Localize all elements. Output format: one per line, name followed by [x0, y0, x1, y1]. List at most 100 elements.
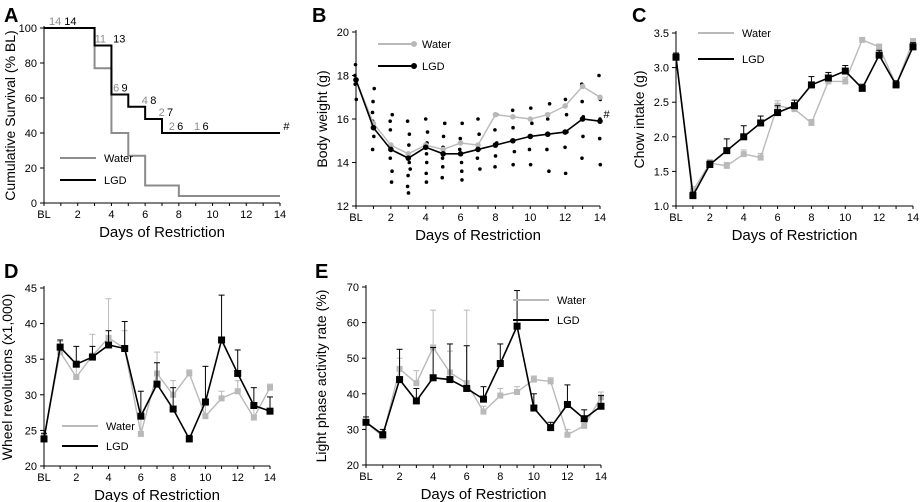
- x-tick-label: 4: [741, 212, 747, 224]
- legend-label-lgd: LGD: [742, 54, 765, 66]
- individual-point: [424, 171, 429, 176]
- individual-point: [442, 121, 447, 126]
- individual-point: [545, 147, 549, 152]
- individual-point: [493, 154, 498, 158]
- individual-point: [407, 160, 412, 165]
- y-tick-label: 20: [337, 27, 349, 39]
- annotation-label: #: [603, 109, 610, 121]
- data-point-water: [186, 370, 193, 377]
- data-point-water: [457, 140, 464, 146]
- individual-point: [528, 162, 533, 167]
- x-tick-label: 10: [524, 212, 536, 224]
- panel-label: E: [315, 261, 328, 283]
- y-tick-label: 20: [25, 461, 37, 473]
- data-point-lgd: [513, 322, 521, 330]
- x-tick-label: 14: [907, 212, 919, 224]
- data-point-lgd: [56, 343, 64, 351]
- individual-point: [563, 97, 568, 102]
- individual-point: [478, 167, 482, 171]
- individual-point: [408, 167, 412, 171]
- x-tick-label: 14: [595, 471, 607, 483]
- y-tick-label: 0: [31, 198, 37, 210]
- x-tick-label: 12: [232, 472, 244, 484]
- data-point-water: [250, 414, 257, 421]
- panel-c: C 1.0 1.5 2.0 2.5 3.0 3.5 BL 2 4 6 8 10 12 14 Days of R…: [631, 5, 919, 244]
- data-point-lgd: [689, 192, 697, 200]
- data-point-water: [405, 151, 412, 157]
- annotation-label: 7: [167, 107, 173, 119]
- individual-point: [353, 62, 358, 67]
- individual-point: [406, 173, 410, 178]
- individual-point: [440, 156, 445, 160]
- individual-point: [476, 117, 480, 121]
- y-tick-label: 14: [337, 158, 349, 170]
- legend-marker-lgd: [411, 63, 417, 69]
- data-point-lgd: [580, 415, 588, 423]
- data-point-water: [137, 430, 144, 437]
- x-tick-label: 4: [430, 471, 436, 483]
- data-point-lgd: [892, 81, 900, 89]
- data-point-lgd: [544, 131, 551, 138]
- individual-point: [440, 165, 445, 169]
- y-tick-label: 50: [347, 353, 359, 365]
- x-tick-label: 6: [142, 209, 148, 221]
- data-point-water: [547, 378, 554, 385]
- x-tick-label: 6: [458, 212, 464, 224]
- x-tick-label: 12: [559, 212, 571, 224]
- individual-point: [545, 117, 550, 121]
- individual-point: [424, 180, 429, 184]
- annotation-label: 2: [159, 107, 165, 119]
- data-point-lgd: [201, 398, 209, 406]
- x-tick-label: 6: [464, 471, 470, 483]
- data-point-lgd: [370, 124, 377, 131]
- x-tick-label: 12: [561, 471, 573, 483]
- y-tick-label: 40: [25, 128, 37, 140]
- x-tick-label: 8: [497, 471, 503, 483]
- individual-point: [407, 143, 411, 147]
- individual-point: [390, 112, 395, 117]
- data-point-lgd: [429, 374, 437, 382]
- data-point-water: [530, 376, 537, 383]
- panel-b: B 12 14 16 18 20 BL 2 4 6 8 10 12 14 Days of Restricti…: [312, 5, 610, 244]
- legend-label-lgd: LGD: [104, 175, 127, 187]
- data-point-lgd: [530, 404, 538, 412]
- y-tick-label: 80: [25, 58, 37, 70]
- x-tick-label: 2: [75, 209, 81, 221]
- x-tick-label: BL: [669, 212, 682, 224]
- data-point-water: [740, 151, 747, 158]
- data-point-lgd: [757, 119, 765, 127]
- data-point-lgd: [723, 147, 731, 155]
- y-tick-label: 25: [25, 425, 37, 437]
- y-tick-label: 40: [25, 319, 37, 331]
- data-point-lgd: [446, 376, 454, 384]
- individual-point: [510, 108, 515, 113]
- individual-point: [425, 130, 430, 134]
- legend-label-water: Water: [557, 295, 586, 307]
- individual-point: [493, 128, 497, 132]
- individual-point: [475, 156, 480, 160]
- data-point-lgd: [597, 402, 605, 410]
- annotation-label: 2: [169, 121, 175, 133]
- data-point-lgd: [563, 400, 571, 408]
- data-point-lgd: [597, 118, 603, 124]
- data-point-water: [475, 142, 481, 148]
- x-tick-label: 12: [240, 209, 252, 221]
- data-point-water: [757, 154, 764, 161]
- annotation-label: 13: [113, 34, 125, 46]
- y-tick-label: 30: [347, 424, 359, 436]
- data-point-water: [440, 146, 446, 153]
- data-point-water: [544, 111, 551, 118]
- x-axis-title: Days of Restriction: [415, 227, 541, 244]
- data-point-lgd: [88, 353, 96, 361]
- data-point-lgd: [362, 418, 370, 426]
- data-point-lgd: [480, 395, 487, 403]
- individual-point: [389, 180, 394, 184]
- data-point-water: [514, 389, 521, 396]
- data-point-lgd: [774, 109, 782, 117]
- y-tick-label: 45: [25, 283, 37, 295]
- legend-label-water: Water: [422, 39, 451, 51]
- x-axis-title: Days of Restriction: [732, 227, 858, 244]
- annotation-label: 8: [150, 95, 156, 107]
- data-point-lgd: [121, 345, 129, 353]
- data-point-lgd: [388, 146, 394, 153]
